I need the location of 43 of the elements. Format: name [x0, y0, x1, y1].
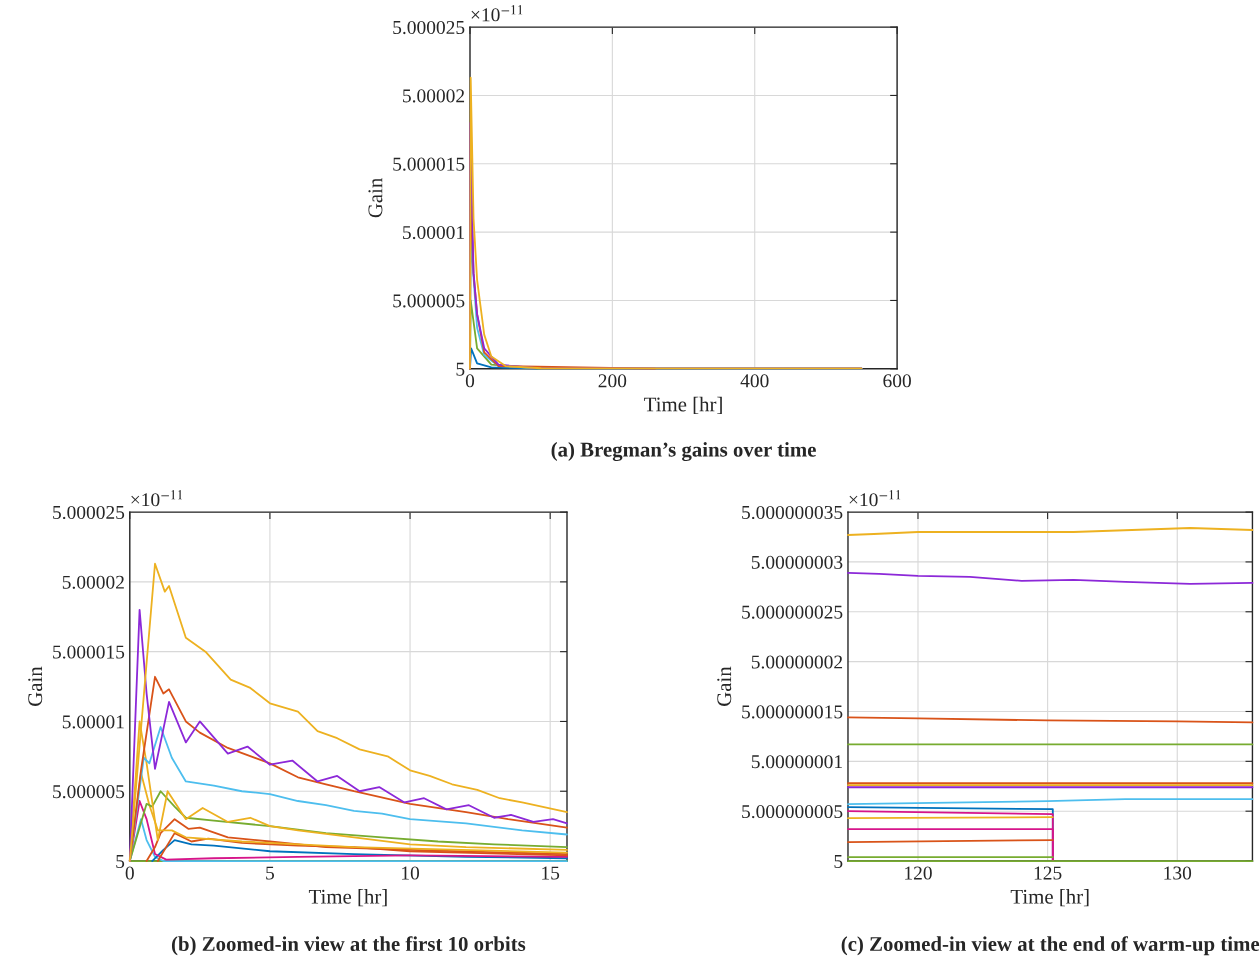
x-tick-label: 5: [266, 866, 275, 880]
y-axis-title: Gain: [28, 666, 43, 706]
y-tick-label: 5.00002: [403, 89, 465, 103]
y-axis-title: Gain: [368, 178, 383, 218]
y-tick-label: 5.00000003: [751, 555, 843, 569]
x-tick-label: 0: [465, 374, 475, 388]
text: (a) Bregman’s gains over time: [551, 442, 816, 462]
x-tick-label: 125: [1034, 866, 1062, 880]
y-axis-title: Gain: [717, 666, 732, 706]
y-tick-label: 5.000005: [393, 294, 465, 308]
text: ×10$^{−11}$: [471, 5, 523, 22]
text: (c) Zoomed-in view at the end of warm-up time: [841, 936, 1260, 956]
y-tick-label: 5.000000015: [742, 705, 843, 719]
x-tick-label: 0: [125, 866, 134, 880]
y-tick-label: 5.00001: [62, 715, 124, 729]
x-axis-title: Time [hr]: [308, 889, 387, 907]
y-tick-label: 5.000000005: [742, 805, 843, 819]
y-tick-label: 5.000015: [53, 645, 125, 659]
y-tick-label: 5.000000025: [742, 605, 843, 619]
y-tick-label: 5.00000002: [751, 655, 843, 669]
y-tick-label: 5.000015: [393, 157, 465, 171]
x-tick-label: 600: [883, 374, 911, 388]
y-tick-label: 5.000025: [53, 505, 125, 520]
y-tick-label: 5.000025: [393, 20, 465, 35]
y-tick-label: 5: [456, 362, 465, 376]
y-tick-label: 5.00002: [62, 575, 124, 589]
x-tick-label: 120: [905, 866, 932, 880]
text: ×10$^{−11}$: [131, 490, 182, 507]
text: ×10$^{−11}$: [849, 490, 901, 507]
x-tick-label: 130: [1164, 866, 1192, 880]
y-tick-label: 5.000005: [53, 785, 125, 799]
y-tick-label: 5: [116, 855, 125, 868]
x-tick-label: 200: [598, 374, 627, 388]
y-tick-label: 5: [834, 855, 843, 868]
y-tick-label: 5.00001: [403, 225, 464, 240]
y-tick-label: 5.000000035: [742, 505, 843, 520]
x-axis-title: Time [hr]: [644, 396, 722, 415]
x-tick-label: 15: [542, 866, 560, 880]
x-tick-label: 10: [402, 866, 420, 880]
x-axis-title: Time [hr]: [1010, 889, 1089, 907]
text: (b) Zoomed-in view at the first 10 orbits: [171, 936, 526, 956]
x-tick-label: 400: [740, 374, 769, 388]
y-tick-label: 5.00000001: [751, 755, 842, 769]
